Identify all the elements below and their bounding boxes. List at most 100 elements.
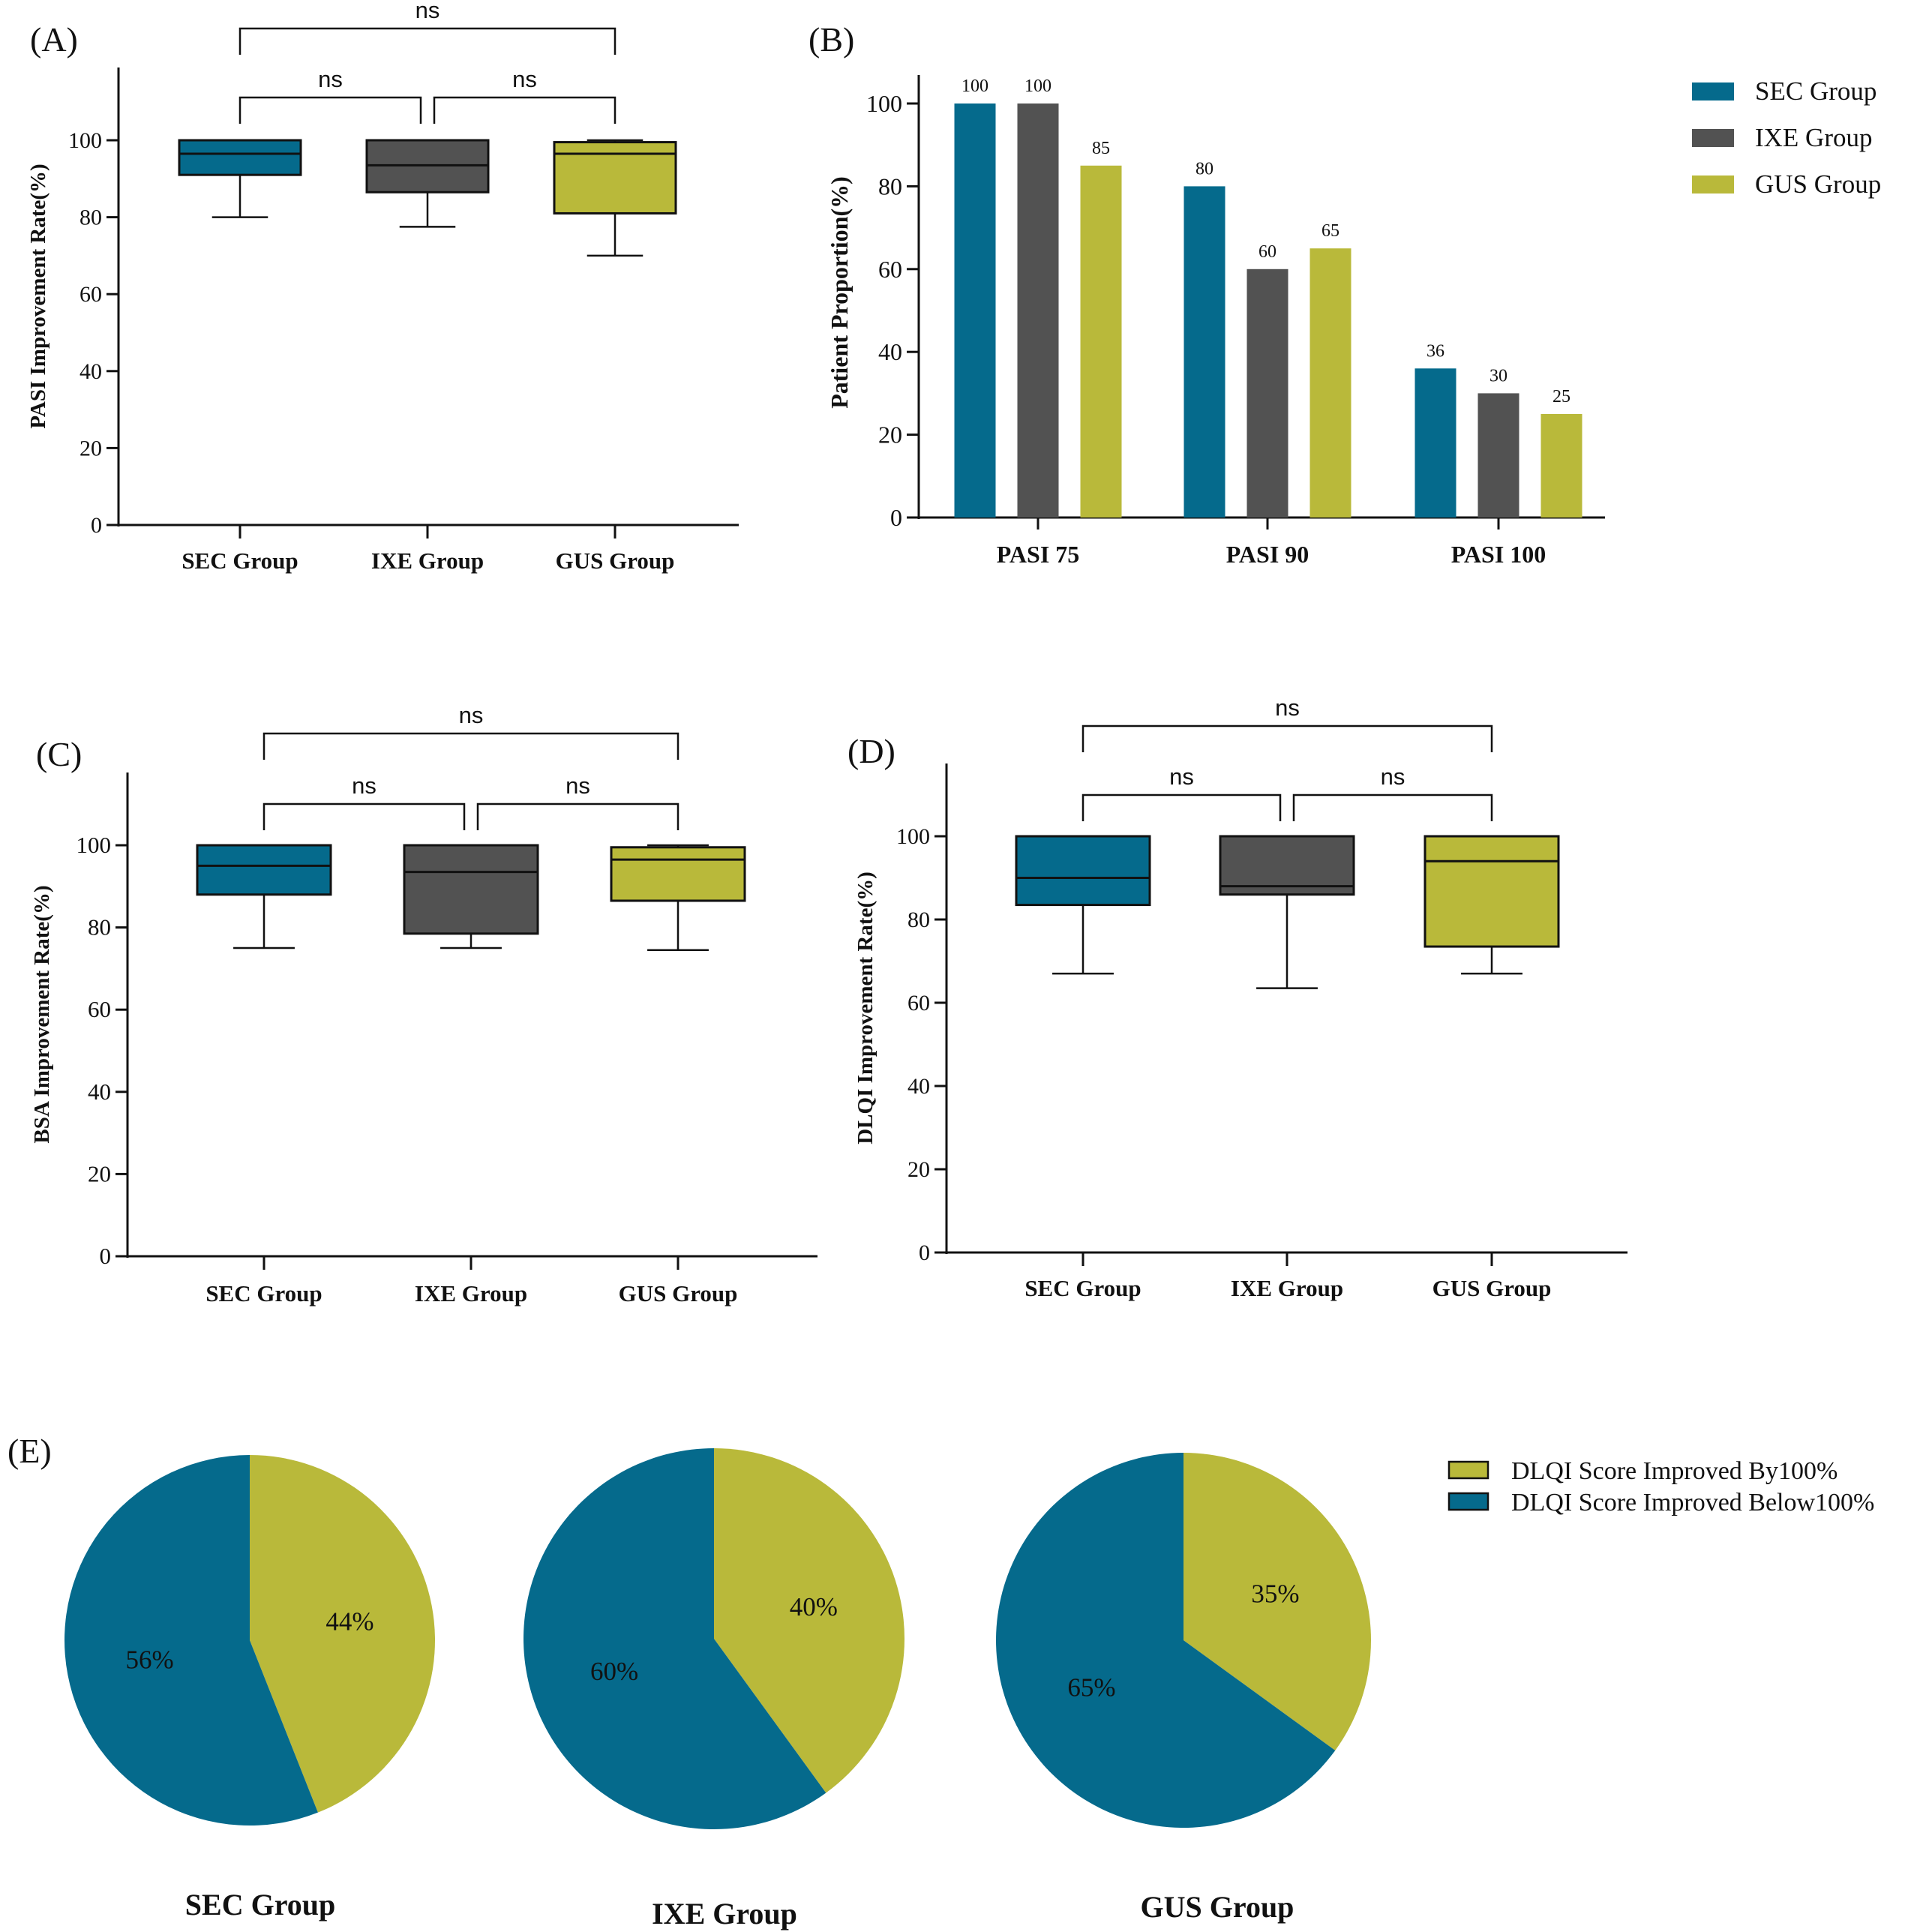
box-gus-group	[1424, 835, 1560, 975]
panel-label: (D)	[848, 732, 896, 770]
y-tick-label: 40	[908, 1074, 930, 1099]
legend-label: DLQI Score Improved By100%	[1511, 1457, 1838, 1485]
bar-value-label: 65	[1322, 221, 1340, 241]
panel-label: (E)	[8, 1432, 52, 1470]
pie-slice	[250, 1455, 436, 1813]
bracket-line	[476, 802, 680, 830]
pie-title: GUS Group	[1141, 1890, 1294, 1924]
legend-label: IXE Group	[1755, 123, 1873, 152]
box-ixe-group	[365, 139, 490, 228]
box-body	[1015, 835, 1151, 907]
x-tick-label: SEC Group	[1024, 1275, 1141, 1301]
legend-label: GUS Group	[1755, 170, 1881, 199]
series-sec-group: 100 80 36	[954, 76, 1456, 518]
bracket-line	[1292, 794, 1493, 821]
panel-c: (C) 0 20 40 60 80 100 BSA Improvement Rate(%) SE…	[30, 702, 818, 1306]
y-tick-label: 60	[88, 996, 111, 1022]
box-sec-group	[1015, 835, 1151, 975]
y-tick-label: 100	[866, 90, 902, 117]
significance-bracket: ns	[476, 772, 680, 830]
y-tick-label: 80	[80, 206, 102, 230]
significance-bracket: ns	[1082, 694, 1493, 752]
significance-label: ns	[566, 772, 590, 799]
pie-slice-label: 35%	[1251, 1580, 1299, 1609]
y-tick-label: 40	[80, 359, 102, 384]
x-tick-label: PASI 75	[997, 541, 1080, 568]
pie-slice	[523, 1448, 826, 1829]
significance-bracket: ns	[1292, 764, 1493, 821]
series-gus-group: 85 65 25	[1080, 139, 1582, 518]
x-tick-label: SEC Group	[206, 1280, 322, 1306]
significance-label: ns	[1275, 694, 1300, 721]
bracket-line	[262, 802, 466, 830]
y-tick-label: 80	[88, 914, 111, 940]
y-axis-title: PASI Improvement Rate(%)	[26, 164, 50, 428]
bracket-line	[262, 732, 680, 760]
pie-slice	[64, 1455, 318, 1826]
pie-sec-group: 44% 56% SEC Group	[64, 1455, 436, 1922]
bar	[1184, 186, 1226, 518]
box-body	[196, 844, 332, 896]
box-sec-group	[196, 844, 332, 950]
y-axis-title: DLQI Improvement Rate(%)	[854, 872, 878, 1144]
pie-ixe-group: 40% 60% IXE Group	[523, 1448, 904, 1930]
y-tick-label: 20	[878, 422, 902, 448]
x-tick-label: PASI 90	[1226, 541, 1310, 568]
significance-bracket: ns	[262, 772, 466, 830]
box-ixe-group	[403, 844, 539, 950]
bracket-line	[1082, 724, 1493, 752]
x-tick-label: IXE Group	[1231, 1275, 1343, 1301]
box-body	[1424, 835, 1560, 948]
legend-swatch	[1692, 82, 1734, 100]
bar	[1414, 368, 1456, 518]
x-tick-label: IXE Group	[415, 1280, 527, 1306]
panel-label: (C)	[36, 735, 82, 773]
panel-b: (B) 0 20 40 60 80 100 Patient Proportion(%) PASI…	[808, 20, 1881, 568]
y-tick-label: 100	[68, 128, 102, 153]
pie-slice	[1184, 1453, 1372, 1750]
significance-label: ns	[512, 66, 537, 92]
pie-slice-label: 65%	[1067, 1672, 1115, 1702]
legend: DLQI Score Improved By100% DLQI Score Imp…	[1448, 1457, 1874, 1516]
y-tick-label: 60	[80, 282, 102, 307]
y-axis-title: Patient Proportion(%)	[826, 176, 853, 409]
significance-bracket: ns	[238, 66, 422, 124]
bar-value-label: 25	[1552, 387, 1570, 406]
panel-a: (A) 0 20 40 60 80 100 PASI Improvement Rate(%) S…	[26, 0, 739, 574]
bracket-line	[1082, 794, 1282, 821]
bar-value-label: 85	[1092, 139, 1110, 158]
bar-value-label: 100	[962, 76, 988, 96]
bracket-line	[238, 96, 422, 124]
y-tick-label: 40	[88, 1078, 111, 1105]
box-body	[1219, 835, 1355, 896]
bar	[1540, 414, 1582, 518]
bar-value-label: 36	[1426, 341, 1444, 361]
y-tick-label: 80	[878, 172, 902, 200]
significance-bracket: ns	[1082, 764, 1282, 821]
box-body	[178, 139, 302, 176]
bar-value-label: 60	[1258, 242, 1276, 262]
pie-title: SEC Group	[185, 1888, 335, 1922]
bracket-line	[238, 27, 616, 55]
significance-bracket: ns	[262, 702, 680, 760]
y-tick-label: 40	[878, 338, 902, 365]
pie-slice-label: 44%	[326, 1607, 374, 1636]
legend-swatch	[1692, 129, 1734, 147]
pie-slice	[996, 1453, 1336, 1828]
y-tick-label: 0	[919, 1240, 930, 1265]
bar	[954, 104, 996, 518]
y-tick-label: 0	[91, 513, 102, 538]
y-tick-label: 20	[908, 1157, 930, 1182]
x-tick-label: SEC Group	[182, 548, 298, 574]
box-gus-group	[610, 844, 746, 951]
bar-value-label: 30	[1490, 366, 1508, 386]
y-tick-label: 100	[896, 824, 930, 849]
legend-label: SEC Group	[1755, 76, 1876, 106]
bar	[1080, 165, 1122, 518]
significance-label: ns	[459, 702, 484, 728]
panel-e: (E) 44% 56% SEC Group 40% 60% IXE Group 35% 65% G…	[8, 1432, 1874, 1930]
box-gus-group	[553, 139, 677, 257]
y-tick-label: 80	[908, 908, 930, 932]
panel-label: (A)	[30, 20, 78, 58]
box-body	[610, 846, 746, 902]
